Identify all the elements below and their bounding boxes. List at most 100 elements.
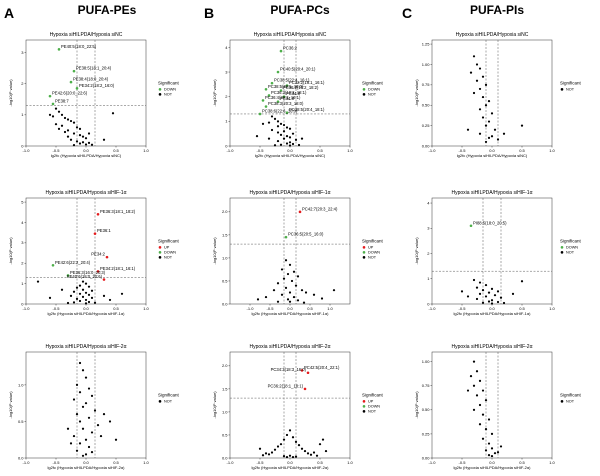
data-point xyxy=(493,128,497,131)
y-tick-label: 0.50 xyxy=(422,103,431,108)
legend-title: Significant xyxy=(362,393,384,398)
point-label: PC36:2(18:2_18:2) xyxy=(283,85,319,90)
data-point xyxy=(309,453,313,456)
data-point xyxy=(499,296,503,299)
data-point xyxy=(282,137,286,140)
data-point xyxy=(84,438,88,441)
x-tick-label: -1.0 xyxy=(23,306,31,311)
highlight-point xyxy=(51,263,55,267)
data-point xyxy=(84,453,88,456)
x-tick-label: 0.5 xyxy=(307,306,313,311)
data-point xyxy=(502,132,506,135)
y-tick-label: 2 xyxy=(21,81,24,86)
data-point xyxy=(475,79,479,82)
data-point xyxy=(487,418,491,421)
data-point xyxy=(484,140,488,144)
y-axis-label: -log10(P value) xyxy=(8,391,13,419)
x-tick-label: -0.5 xyxy=(459,460,467,465)
data-point xyxy=(318,443,322,446)
x-tick-label: 1.0 xyxy=(143,460,149,465)
data-point xyxy=(60,288,64,291)
data-point xyxy=(90,394,94,397)
data-point xyxy=(69,119,73,123)
data-point xyxy=(120,292,124,295)
data-point xyxy=(324,449,328,453)
x-tick-label: 1.0 xyxy=(347,460,353,465)
y-axis-label: -log10(P value) xyxy=(8,237,13,265)
data-point xyxy=(493,294,497,297)
data-point xyxy=(490,135,494,138)
x-tick-label: 0.5 xyxy=(317,148,323,153)
point-label: PC36:3(18:2_18:1) xyxy=(271,90,307,95)
data-point xyxy=(90,296,94,299)
x-tick-label: 0.5 xyxy=(519,148,525,153)
data-point xyxy=(54,123,58,126)
data-point xyxy=(78,142,82,145)
data-point xyxy=(478,403,482,407)
column-title-pufa-pcs: PUFA-PCs xyxy=(270,3,330,17)
data-point xyxy=(78,391,82,394)
data-point xyxy=(99,434,103,438)
data-point xyxy=(481,95,485,99)
y-tick-label: 1.25 xyxy=(422,41,431,46)
point-label: PI88:5(18:0_20:5) xyxy=(473,220,507,225)
data-point xyxy=(280,268,284,271)
data-point xyxy=(484,104,488,107)
x-tick-label: 0.0 xyxy=(287,306,293,311)
data-point xyxy=(294,455,298,458)
legend-label: DOWN xyxy=(368,251,380,255)
data-point xyxy=(258,447,262,450)
data-point xyxy=(96,424,100,427)
data-point xyxy=(490,287,494,290)
point-label: PC40:5(20:4_20:1) xyxy=(280,67,316,72)
data-point xyxy=(90,451,94,454)
data-point xyxy=(484,295,488,298)
point-label: PC42:7(20:3_22:4) xyxy=(302,206,338,211)
chart-pc-nc: Hypoxia siHILPDA/Hypoxia siNC -1.0 -0.5 0.0… xyxy=(212,32,384,158)
data-point xyxy=(78,420,82,423)
data-point xyxy=(279,133,283,137)
highlight-point xyxy=(285,111,289,115)
data-point xyxy=(484,124,488,127)
data-point xyxy=(288,291,292,294)
legend-label: NOT xyxy=(164,256,173,260)
panel-letter-b: B xyxy=(204,5,214,21)
data-point xyxy=(75,286,79,289)
data-point xyxy=(63,116,67,120)
data-point xyxy=(69,138,73,141)
data-point xyxy=(490,302,494,305)
point-label: PE34:2 xyxy=(91,252,105,257)
data-point xyxy=(478,281,482,284)
y-tick-label: 1.0 xyxy=(222,255,228,260)
point-label: PC36:5(20:5_16:0) xyxy=(288,232,324,237)
data-point xyxy=(270,115,274,118)
point-label: PE34:2(18:1_16:1) xyxy=(100,266,136,271)
y-tick-label: 0.5 xyxy=(222,432,228,437)
data-point xyxy=(75,383,79,386)
data-point xyxy=(284,259,288,262)
highlight-point xyxy=(300,369,304,372)
highlight-point xyxy=(69,80,73,84)
highlight-point xyxy=(93,232,97,235)
data-point xyxy=(87,445,91,449)
legend-title: Significant xyxy=(560,239,582,244)
panel-letter-a: A xyxy=(4,5,14,21)
data-point xyxy=(285,135,289,138)
x-tick-label: 1.0 xyxy=(347,148,353,153)
data-point xyxy=(75,126,79,129)
data-point xyxy=(90,431,94,434)
data-point xyxy=(66,118,70,121)
highlight-point xyxy=(306,371,310,375)
y-tick-label: 0.5 xyxy=(18,419,24,424)
y-tick-label: 2.0 xyxy=(222,209,228,214)
data-point xyxy=(279,122,283,125)
data-point xyxy=(87,300,91,304)
y-tick-label: 0 xyxy=(21,143,24,148)
data-point xyxy=(276,131,280,134)
x-tick-label: 0.0 xyxy=(489,460,495,465)
y-tick-label: 3 xyxy=(225,69,228,74)
data-point xyxy=(84,282,88,285)
x-tick-label: -0.5 xyxy=(257,148,265,153)
chart-pe-hif1: Hypoxia siHILPDA/Hypoxia siHIF-1α -1.0 -0.… xyxy=(8,190,180,316)
